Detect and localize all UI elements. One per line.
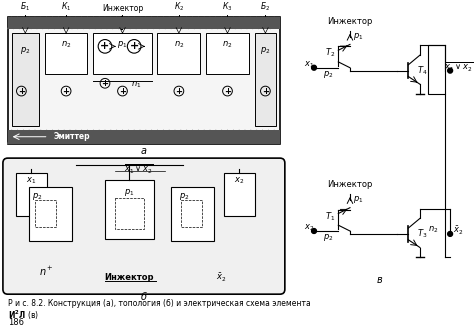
Text: $\bar{x}_2$: $\bar{x}_2$	[217, 271, 227, 284]
Text: $x_1$: $x_1$	[304, 60, 314, 70]
Bar	[206, 33, 249, 74]
Text: в: в	[376, 275, 382, 285]
Circle shape	[447, 68, 453, 73]
Text: $К_2$: $К_2$	[174, 1, 184, 13]
Text: а: а	[141, 146, 147, 156]
Circle shape	[311, 65, 317, 70]
Text: $К_3$: $К_3$	[222, 1, 233, 13]
Text: +: +	[119, 86, 126, 95]
Text: +: +	[63, 86, 70, 95]
Text: +: +	[129, 41, 139, 51]
Text: $p_1$: $p_1$	[117, 39, 128, 50]
Bar	[115, 198, 144, 229]
Text: $x_2$: $x_2$	[304, 223, 314, 233]
Text: Инжектор: Инжектор	[327, 180, 373, 189]
Bar	[181, 200, 202, 227]
Bar	[224, 173, 255, 216]
Bar	[29, 187, 72, 241]
Bar	[35, 200, 56, 227]
Text: $T_4$: $T_4$	[417, 64, 427, 77]
Text: б: б	[141, 292, 147, 302]
Bar	[93, 33, 152, 74]
Text: $p_2$: $p_2$	[323, 232, 334, 243]
Text: $p_1$: $p_1$	[353, 31, 363, 42]
Bar	[255, 33, 276, 126]
Text: Инжектор: Инжектор	[105, 273, 154, 282]
Text: +: +	[100, 41, 109, 51]
Text: $p_1$: $p_1$	[353, 194, 363, 205]
Text: $p_2$: $p_2$	[260, 45, 271, 56]
Text: Инжектор: Инжектор	[327, 17, 373, 25]
Text: $T_2$: $T_2$	[326, 47, 336, 59]
Text: $p_1$: $p_1$	[124, 187, 135, 198]
Bar	[16, 173, 46, 216]
Text: $\overline{x_1 \vee x_2}$: $\overline{x_1 \vee x_2}$	[444, 61, 474, 74]
Text: $n_2$: $n_2$	[428, 225, 439, 235]
Text: $n_2$: $n_2$	[222, 39, 233, 50]
Text: +: +	[224, 86, 231, 95]
Text: Р и с. 8.2. Конструкция (а), топология (б) и электрическая схема элемента: Р и с. 8.2. Конструкция (а), топология (…	[8, 299, 313, 308]
Text: +: +	[101, 79, 109, 88]
Text: $\bar{x}_2$: $\bar{x}_2$	[453, 225, 463, 237]
Text: +: +	[175, 86, 182, 95]
Text: $n^+$: $n^+$	[39, 265, 54, 278]
Text: $p_2$: $p_2$	[32, 191, 42, 202]
Text: $p_2$: $p_2$	[323, 69, 334, 80]
Text: 186: 186	[8, 319, 24, 328]
FancyBboxPatch shape	[3, 158, 285, 294]
Circle shape	[447, 231, 453, 237]
Text: Инжектор: Инжектор	[102, 4, 143, 13]
Bar	[45, 33, 88, 74]
Text: $p_2$: $p_2$	[20, 45, 30, 56]
Text: $К_1$: $К_1$	[61, 1, 71, 13]
Text: $Б_1$: $Б_1$	[20, 1, 30, 13]
Text: $\mathbf{И^2Л}$ (в): $\mathbf{И^2Л}$ (в)	[8, 309, 39, 322]
Text: $n_2$: $n_2$	[61, 39, 72, 50]
Text: Эмиттер: Эмиттер	[54, 132, 90, 141]
Bar	[8, 17, 280, 143]
Bar	[12, 33, 39, 126]
Text: +: +	[18, 86, 25, 95]
Bar	[105, 181, 154, 239]
Bar	[8, 17, 280, 29]
Text: $p_2$: $p_2$	[180, 191, 190, 202]
Text: $\overline{x_1 \vee x_2}$: $\overline{x_1 \vee x_2}$	[124, 162, 154, 176]
Text: $x_2$: $x_2$	[234, 175, 244, 186]
Text: $Б_2$: $Б_2$	[260, 1, 271, 13]
Text: $n_2$: $n_2$	[173, 39, 184, 50]
Circle shape	[311, 228, 317, 233]
Text: +: +	[262, 86, 269, 95]
Bar	[157, 33, 201, 74]
Text: $x_1$: $x_1$	[26, 175, 36, 186]
Text: $T_1$: $T_1$	[326, 210, 336, 223]
Bar	[428, 45, 445, 94]
Bar	[171, 187, 214, 241]
Text: $n_1$: $n_1$	[131, 79, 141, 89]
Bar	[8, 130, 280, 143]
Text: $T_3$: $T_3$	[417, 228, 427, 240]
